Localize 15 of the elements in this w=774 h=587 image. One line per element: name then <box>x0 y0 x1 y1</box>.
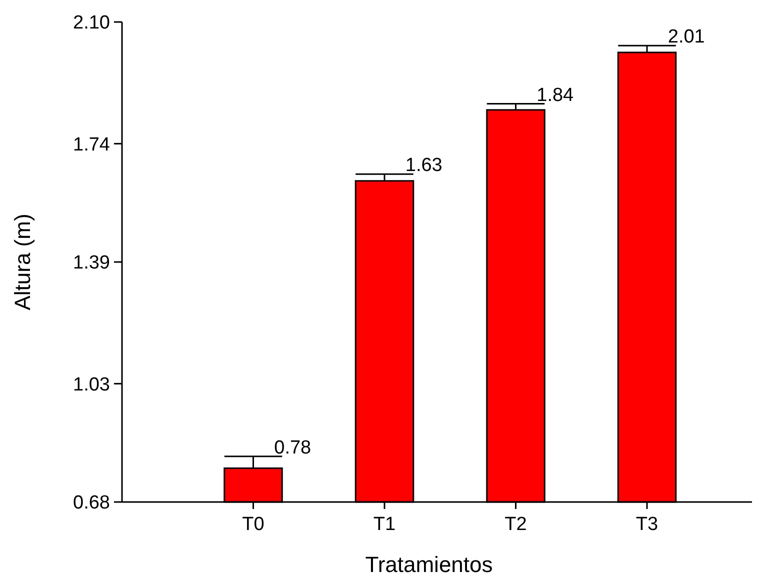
x-tick-label: T1 <box>373 514 396 535</box>
y-tick-label: 1.74 <box>73 134 110 156</box>
y-tick-label: 0.68 <box>73 492 110 514</box>
data-label: 0.78 <box>274 437 312 458</box>
data-label: 2.01 <box>668 26 705 48</box>
y-tick-label: 2.10 <box>73 12 110 34</box>
data-label: 1.84 <box>536 84 574 106</box>
y-tick-label: 1.03 <box>73 374 110 396</box>
x-tick-label: T3 <box>636 514 658 535</box>
x-tick-label: T2 <box>504 514 527 535</box>
y-axis-title: Altura (m) <box>10 214 35 310</box>
y-tick-label: 1.39 <box>73 252 110 274</box>
x-tick-label: T0 <box>242 514 264 535</box>
x-axis-title: Tratamientos <box>365 552 493 577</box>
data-label: 1.63 <box>405 155 442 176</box>
